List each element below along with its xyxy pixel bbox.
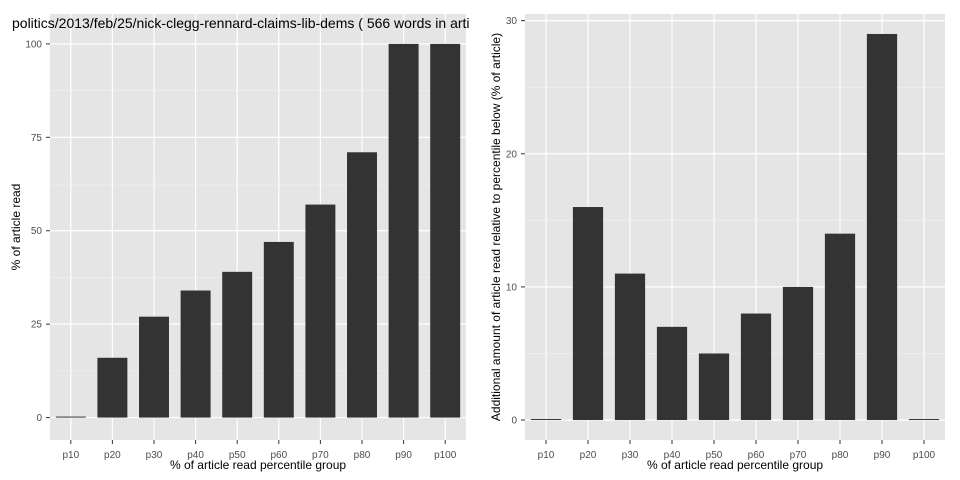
x-tick-label-p50: p50 [706,450,723,461]
x-tick-label-p10: p10 [62,450,79,461]
x-tick-label-p50: p50 [229,450,246,461]
bar-p100 [908,419,940,421]
x-axis-label: % of article read percentile group [170,458,346,472]
left-bar-chart: 0 25 50 75 100 p10 p20 p30 p40 p50 p60 p70 p80 p90 p10… [9,14,470,472]
x-tick-label-p60: p60 [748,450,765,461]
bar-p10 [530,419,562,421]
bar-p90 [388,43,419,418]
y-tick-label: 100 [25,39,42,50]
bar-p80 [347,152,377,418]
y-tick-label: 75 [31,133,43,144]
bar-p20 [572,207,604,421]
bar-p60 [740,313,772,421]
bar-p70 [782,286,814,421]
bar-p70 [305,204,336,418]
x-tick-label-p70: p70 [790,450,807,461]
y-tick-label: 10 [506,282,518,293]
bar-p50 [698,353,730,421]
y-tick-label: 0 [36,413,42,424]
x-tick-label-p60: p60 [270,450,287,461]
y-tick-label: 25 [31,320,43,331]
bar-p30 [139,316,169,418]
x-tick-label-p30: p30 [622,450,639,461]
bar-p80 [824,233,856,421]
x-tick-label-p40: p40 [664,450,681,461]
bar-p20 [97,357,128,418]
x-tick-label-p80: p80 [832,450,849,461]
y-axis-label: Additional amount of article read relati… [489,33,503,421]
y-axis-label: % of article read [9,184,23,271]
x-tick-label-p80: p80 [354,450,371,461]
x-tick-label-p40: p40 [187,450,204,461]
bar-p40 [180,290,211,418]
bar-p30 [614,273,646,421]
x-tick-label-p100: p100 [913,450,936,461]
bar-p60 [263,241,294,418]
x-tick-label-p30: p30 [146,450,163,461]
bar-p10 [55,416,86,418]
right-bar-chart: 0 10 20 30 p10 p20 p30 p40 p50 p60 p70 p80 p90 p100 % … [489,14,945,472]
x-tick-label-p90: p90 [874,450,891,461]
x-axis-label: % of article read percentile group [647,458,823,472]
x-tick-label-p20: p20 [104,450,121,461]
y-tick-label: 0 [511,416,517,427]
y-tick-label: 20 [506,149,518,160]
bar-p90 [866,33,898,421]
x-tick-label-p90: p90 [395,450,412,461]
x-tick-label-p10: p10 [538,450,555,461]
x-tick-label-p100: p100 [434,450,457,461]
y-tick-label: 50 [31,226,43,237]
bar-p50 [222,271,253,418]
chart-title: politics/2013/feb/25/nick-clegg-rennard-… [12,15,470,31]
x-tick-label-p70: p70 [312,450,329,461]
bar-p40 [656,326,688,421]
x-tick-label-p20: p20 [580,450,597,461]
bar-p100 [430,43,461,418]
y-tick-label: 30 [506,16,518,27]
